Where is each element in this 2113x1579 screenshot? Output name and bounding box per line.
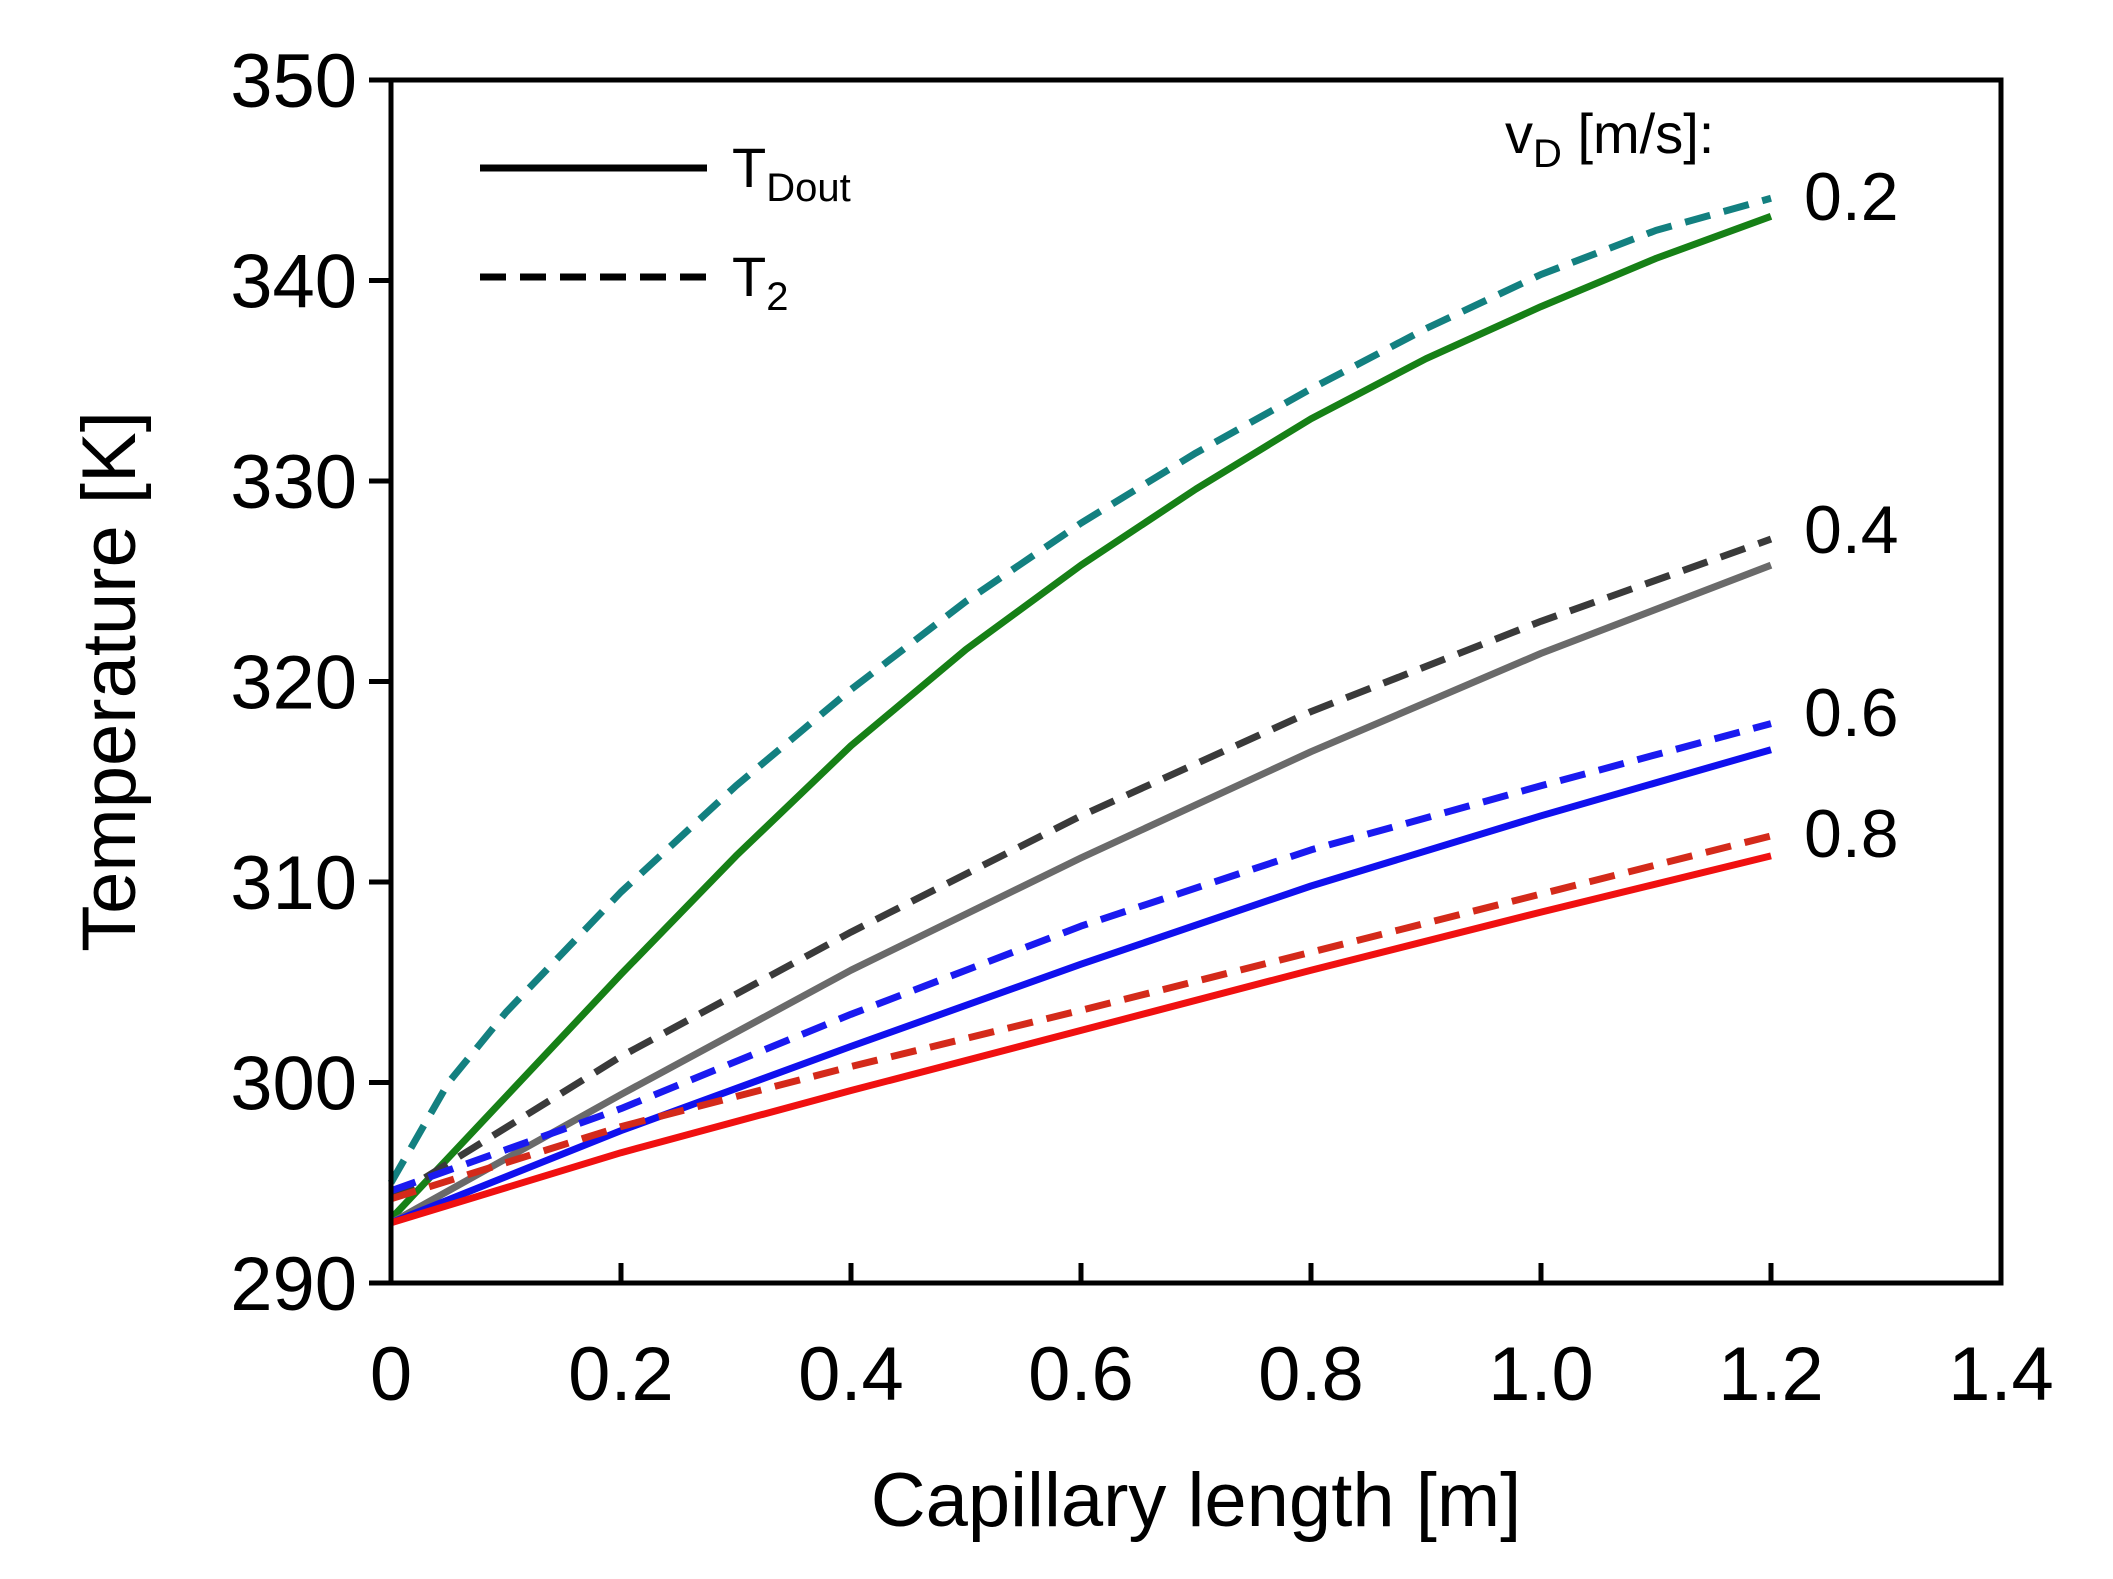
- series-line: [389, 832, 1772, 1203]
- series-value-label: 0.4: [1804, 492, 1899, 568]
- velocity-title-base: v: [1505, 102, 1533, 165]
- series-value-label: 0.2: [1804, 159, 1899, 235]
- legend-label-tdout: TDout: [732, 136, 851, 210]
- legend-label-t2-sub: 2: [766, 275, 788, 319]
- legend-label-t2-base: T: [732, 245, 766, 308]
- y-tick-label: 340: [230, 240, 357, 325]
- legend-label-t2: T2: [732, 245, 788, 319]
- velocity-title-rest: [m/s]:: [1562, 102, 1714, 165]
- legend-label-tdout-sub: Dout: [766, 166, 851, 210]
- series-line: [389, 852, 1772, 1227]
- x-tick-label: 0.2: [568, 1332, 674, 1417]
- velocity-title-sub: D: [1533, 132, 1562, 176]
- y-tick-label: 290: [230, 1242, 357, 1327]
- y-tick-label: 310: [230, 841, 357, 926]
- x-tick-label: 0.8: [1258, 1332, 1364, 1417]
- x-tick-label: 1.2: [1718, 1332, 1824, 1417]
- series-line: [389, 561, 1773, 1226]
- x-tick-label: 1.4: [1948, 1332, 2054, 1417]
- x-tick-label: 0.6: [1028, 1332, 1134, 1417]
- y-axis: 290 300 310 320 330 340 350: [230, 39, 391, 1327]
- legend-label-tdout-base: T: [732, 136, 766, 199]
- series-line: [388, 213, 1773, 1222]
- series-group: [387, 194, 1773, 1227]
- velocity-group-title: vD [m/s]:: [1505, 102, 1714, 176]
- y-tick-label: 300: [230, 1042, 357, 1127]
- series-labels: 0.2 0.4 0.6 0.8: [1804, 159, 1899, 872]
- x-tick-label: 1.0: [1488, 1332, 1594, 1417]
- series-line: [387, 194, 1772, 1185]
- x-tick-label: 0: [370, 1332, 412, 1417]
- series-line: [389, 535, 1773, 1202]
- y-tick-label: 330: [230, 440, 357, 525]
- x-tick-label: 0.4: [798, 1332, 904, 1417]
- series-line: [389, 746, 1772, 1227]
- series-value-label: 0.8: [1804, 796, 1899, 872]
- x-axis-label: Capillary length [m]: [871, 1458, 1522, 1543]
- series-value-label: 0.6: [1804, 675, 1899, 751]
- y-tick-label: 320: [230, 641, 357, 726]
- y-axis-label: Temperature [K]: [67, 411, 152, 952]
- series-line: [389, 720, 1772, 1195]
- x-axis: 0 0.2 0.4 0.6 0.8 1.0 1.2 1.4: [370, 1263, 2054, 1417]
- legend: TDout T2: [480, 136, 851, 319]
- y-tick-label: 350: [230, 39, 357, 124]
